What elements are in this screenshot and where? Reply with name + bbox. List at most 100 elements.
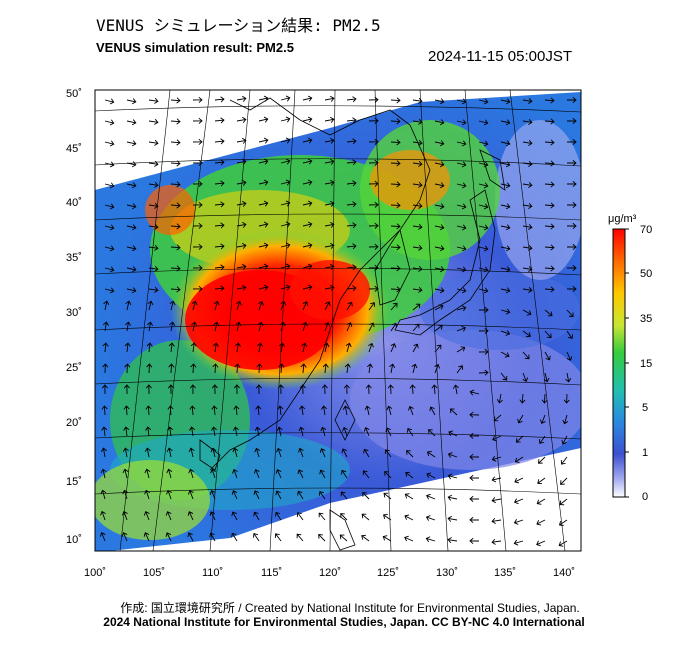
wind-arrow: [412, 118, 423, 125]
wind-arrow: [390, 181, 401, 188]
wind-arrow: [302, 284, 313, 291]
colorbar-tick-1: 1: [642, 447, 648, 459]
wind-arrow: [562, 414, 569, 425]
wind-arrow: [343, 384, 350, 395]
wind-arrow: [212, 363, 219, 374]
wind-arrow: [189, 426, 196, 437]
wind-arrow: [277, 405, 284, 416]
wind-arrow: [299, 384, 306, 395]
wind-arrow: [302, 263, 313, 270]
wind-arrow: [122, 489, 129, 500]
wind-arrow: [300, 363, 307, 374]
wind-arrow: [126, 140, 137, 147]
colorbar-tick-0: 0: [642, 491, 648, 503]
wind-arrow: [447, 537, 458, 544]
lon-label-130: 130˚: [436, 567, 458, 579]
wind-arrow: [412, 303, 421, 311]
wind-arrow: [104, 224, 115, 231]
wind-arrow: [500, 140, 511, 147]
wind-arrow: [278, 363, 285, 374]
wind-arrow: [189, 384, 196, 395]
wind-arrow: [346, 138, 357, 145]
wind-arrow: [170, 160, 181, 167]
wind-arrow: [363, 448, 370, 458]
wind-arrow: [389, 363, 396, 374]
lat-label-25: 25˚: [66, 362, 82, 374]
wind-arrow: [280, 116, 291, 123]
wind-arrow: [321, 384, 328, 395]
wind-arrow: [500, 224, 511, 231]
colorbar-tick-15: 15: [640, 358, 652, 370]
wind-arrow: [209, 511, 216, 521]
wind-arrow: [447, 473, 458, 480]
wind-arrow: [500, 372, 508, 381]
wind-arrow: [324, 321, 331, 332]
wind-arrow: [344, 363, 351, 374]
wind-arrow: [426, 493, 436, 500]
wind-arrow: [346, 222, 357, 229]
wind-arrow: [104, 98, 115, 105]
wind-arrow: [190, 363, 197, 374]
wind-arrow: [148, 139, 159, 146]
wind-arrow: [412, 181, 423, 188]
wind-arrow: [500, 161, 511, 168]
wind-arrow: [431, 384, 438, 395]
wind-arrow: [233, 384, 240, 395]
wind-arrow: [122, 468, 129, 479]
wind-arrow: [412, 286, 423, 293]
wind-arrow: [232, 468, 238, 479]
wind-arrow: [302, 179, 313, 186]
wind-arrow: [361, 513, 370, 521]
wind-arrow: [346, 180, 357, 187]
wind-arrow: [169, 321, 176, 332]
wind-arrow: [425, 536, 436, 543]
colorbar-tick-70: 70: [640, 224, 652, 236]
wind-arrow: [124, 363, 131, 374]
wind-arrow: [522, 330, 531, 338]
wind-arrow: [522, 372, 529, 383]
wind-arrow: [452, 384, 459, 395]
wind-arrow: [544, 118, 555, 125]
wind-arrow: [192, 159, 203, 166]
wind-arrow: [170, 181, 181, 188]
wind-arrow: [253, 532, 260, 542]
wind-arrow: [276, 426, 283, 437]
wind-arrow: [412, 223, 423, 230]
wind-arrow: [544, 265, 555, 272]
wind-arrow: [368, 138, 379, 145]
wind-arrow: [254, 447, 261, 458]
wind-arrow: [406, 450, 414, 458]
wind-arrow: [148, 181, 159, 188]
wind-arrow: [390, 302, 398, 311]
wind-arrow: [236, 200, 247, 207]
wind-arrow: [301, 342, 308, 353]
title-japanese: VENUS シミュレーション結果: PM2.5: [96, 16, 381, 35]
wind-arrow: [104, 182, 115, 189]
wind-arrow: [515, 435, 524, 443]
wind-arrow: [170, 139, 181, 146]
wind-arrow: [258, 158, 269, 165]
wind-arrow: [123, 405, 130, 416]
wind-arrow: [257, 321, 264, 332]
wind-arrow: [192, 285, 203, 292]
wind-arrow: [147, 300, 154, 311]
wind-arrow: [429, 406, 436, 416]
wind-arrow: [302, 137, 313, 144]
wind-arrow: [478, 327, 489, 334]
wind-arrow: [566, 201, 577, 209]
wind-arrow: [146, 363, 153, 374]
wind-arrow: [280, 137, 291, 144]
wind-arrow: [126, 119, 137, 126]
wind-arrow: [122, 447, 129, 458]
wind-arrow: [469, 495, 480, 502]
wind-arrow: [522, 139, 533, 146]
wind-arrow: [434, 203, 445, 210]
wind-arrow: [165, 511, 172, 521]
wind-arrow: [522, 309, 532, 316]
wind-arrow: [302, 242, 313, 249]
wind-arrow: [280, 263, 291, 270]
wind-arrow: [148, 265, 159, 272]
wind-arrow: [236, 116, 247, 123]
wind-arrow: [478, 266, 489, 273]
wind-arrow: [324, 116, 335, 123]
